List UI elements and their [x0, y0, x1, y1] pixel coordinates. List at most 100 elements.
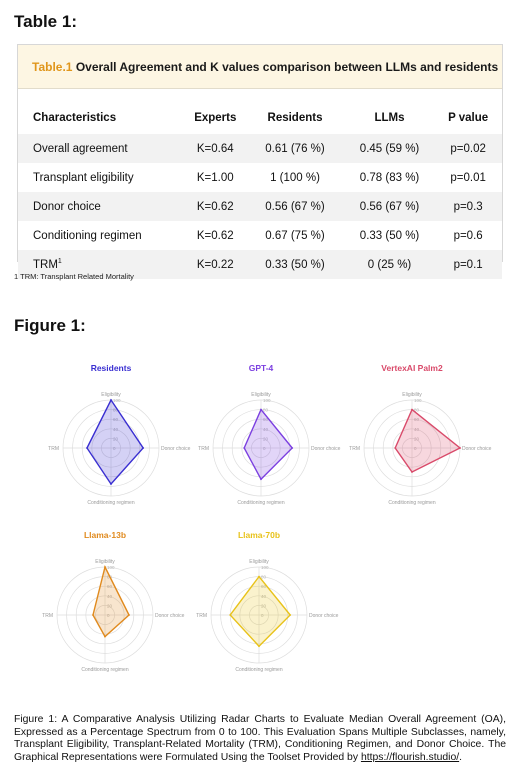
table-cell: p=0.1	[434, 250, 502, 279]
table-caption-tag: Table.1	[32, 60, 73, 74]
radar-tick-label: 20	[107, 603, 113, 608]
radar-point	[411, 471, 413, 473]
radar-axis-label: TRM	[198, 446, 209, 452]
table-cell: Conditioning regimen	[33, 229, 142, 242]
radar-point	[128, 614, 130, 616]
radar-area	[243, 408, 294, 481]
table-cell: K=0.62	[185, 192, 246, 221]
table-cell: 0.56 (67 %)	[344, 192, 435, 221]
radar-point	[394, 447, 397, 449]
figure-heading: Figure 1:	[14, 316, 86, 335]
radar-point	[110, 399, 112, 401]
radar-point	[258, 645, 260, 648]
radar-axis-label: TRM	[349, 446, 360, 452]
table-cell: p=0.3	[434, 192, 502, 221]
figure-caption-end: .	[459, 751, 463, 763]
table-cell: 0.33 (50 %)	[245, 250, 345, 279]
radar-tick-label: 0	[263, 446, 266, 451]
radar-tick-label: 60	[107, 584, 113, 589]
table-cell: 0.56 (67 %)	[245, 192, 345, 221]
table-cell: 0.78 (83 %)	[359, 171, 420, 184]
table-cell: 0.61 (76 %)	[245, 134, 345, 163]
radar-title: Llama-70b	[238, 530, 280, 540]
radar-point	[411, 408, 413, 411]
radar-axis-label: Eligibility	[251, 392, 271, 398]
figure-caption: Figure 1: A Comparative Analysis Utilizi…	[14, 714, 506, 764]
table-header-row: Characteristics Experts Residents LLMs P…	[18, 89, 502, 134]
radar-axis-label: Conditioning regimen	[237, 500, 284, 506]
radar-axis-label: Eligibility	[402, 392, 422, 398]
radar-chart: Llama-70b 100 80 60 40 20 0 Eligibility Donor ch…	[196, 530, 339, 673]
radar-axis-label: Conditioning regimen	[388, 500, 435, 506]
radar-tick-label: 20	[113, 436, 119, 441]
radar-point	[260, 478, 262, 481]
flourish-link[interactable]: https://flourish.studio/	[360, 751, 460, 763]
radar-point	[104, 635, 106, 638]
data-table: Characteristics Experts Residents LLMs P…	[18, 89, 502, 279]
radar-axis-label: Donor choice	[462, 446, 492, 452]
radar-chart: GPT-4 100 80 60 40 20 0 Eligibility Donor choice…	[198, 363, 341, 506]
radar-tick-label: 20	[414, 436, 420, 441]
radar-point	[92, 614, 94, 616]
radar-tick-label: 80	[261, 575, 267, 580]
table-cell: p=0.6	[453, 229, 483, 242]
radar-tick-label: 80	[113, 408, 119, 413]
radar-point	[258, 575, 260, 578]
table-cell: p=0.01	[450, 171, 486, 184]
radar-tick-label: 20	[263, 436, 269, 441]
column-header: Residents	[245, 89, 345, 134]
radar-tick-label: 60	[263, 417, 269, 422]
radar-title: VertexAI Palm2	[381, 363, 443, 373]
table-cell: Transplant eligibility	[33, 171, 134, 184]
table-cell: TRM1	[18, 250, 186, 279]
radar-title: Llama-13b	[84, 530, 126, 540]
radar-tick-label: 40	[414, 427, 420, 432]
radar-point	[142, 447, 145, 449]
radar-point	[243, 447, 246, 449]
table-cell: Donor choice	[18, 192, 186, 221]
radar-axis-label: Conditioning regimen	[235, 667, 282, 673]
radar-tick-label: 100	[107, 565, 115, 570]
radar-axis-label: TRM	[48, 446, 59, 452]
radar-tick-label: 60	[261, 584, 267, 589]
table-cell: 0.33 (50 %)	[359, 229, 420, 242]
radar-tick-label: 40	[107, 594, 113, 599]
table-cell: K=1.00	[196, 171, 234, 184]
radar-charts: Residents 100 80 60 40 20 0 Eligibility Donor ch…	[42, 363, 492, 673]
table-footnote: 1 TRM: Transplant Related Mortality	[14, 272, 134, 281]
column-header: Characteristics	[18, 89, 186, 134]
table-row: Transplant eligibility K=1.00 1 (100 %) …	[18, 163, 502, 192]
radar-axis-label: Eligibility	[249, 559, 269, 565]
radar-tick-label: 0	[414, 446, 417, 451]
trm-label: TRM	[33, 258, 58, 271]
radar-tick-label: 20	[261, 603, 267, 608]
table-cell: K=0.22	[185, 250, 246, 279]
radar-point	[291, 447, 294, 449]
radar-axis-label: Donor choice	[311, 446, 341, 452]
radar-axis-label: Eligibility	[95, 559, 115, 565]
radar-axis-label: Donor choice	[309, 613, 339, 619]
table-heading: Table 1:	[14, 12, 77, 31]
radar-title: Residents	[91, 363, 132, 373]
radar-axis-label: Eligibility	[101, 392, 121, 398]
radar-point	[86, 447, 88, 449]
table-cell: K=0.62	[196, 229, 234, 242]
radar-tick-label: 100	[414, 398, 422, 403]
radar-tick-label: 60	[414, 417, 420, 422]
table-cell: 1 (100 %)	[270, 171, 320, 184]
figure-caption-text: Figure 1: A Comparative Analysis Utilizi…	[14, 714, 506, 763]
table-cell: K=0.64	[185, 134, 246, 163]
table-cell: 0.67 (75 %)	[265, 229, 325, 242]
radar-tick-label: 40	[261, 594, 267, 599]
results-table: Table.1 Overall Agreement and K values c…	[17, 44, 503, 279]
radar-point	[289, 614, 292, 616]
radar-tick-label: 40	[263, 427, 269, 432]
radar-tick-label: 60	[113, 417, 119, 422]
trm-footnote-marker: 1	[57, 258, 62, 266]
radar-tick-label: 80	[263, 408, 269, 413]
radar-axis-label: Conditioning regimen	[81, 667, 128, 673]
radar-point	[104, 566, 106, 568]
column-header: Experts	[185, 89, 246, 134]
radar-tick-label: 0	[107, 613, 110, 618]
column-header: P value	[434, 89, 502, 134]
